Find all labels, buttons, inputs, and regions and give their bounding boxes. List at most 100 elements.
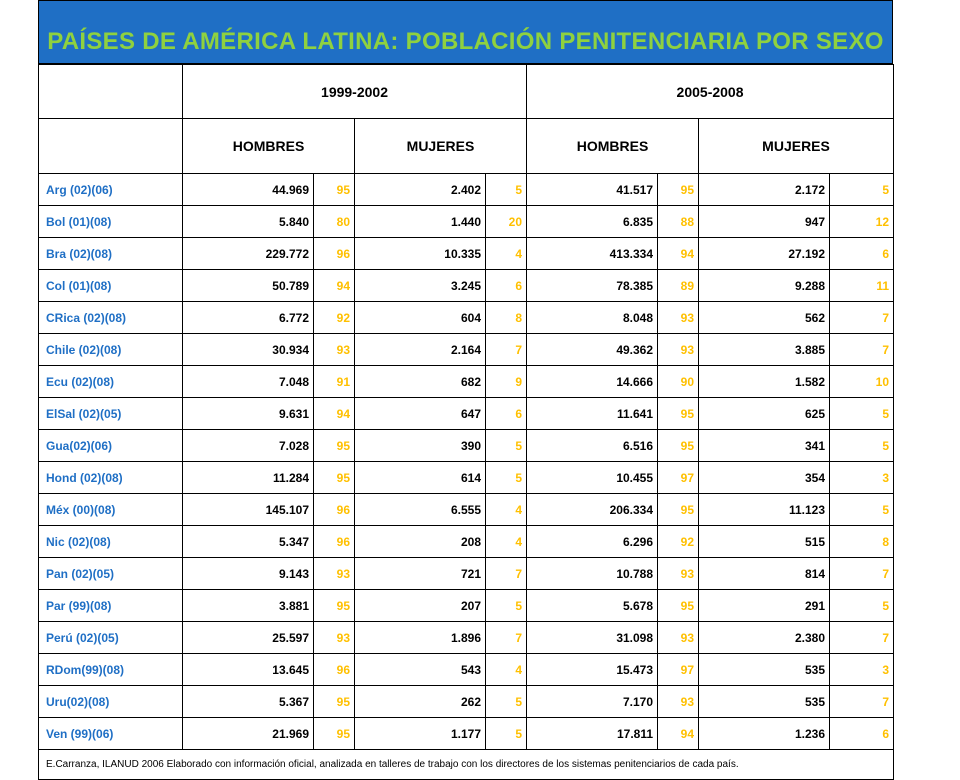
- women-count-cell: 1.236: [698, 717, 831, 750]
- women-count-cell: 1.177: [354, 717, 486, 750]
- men-percent-cell: 93: [657, 301, 700, 334]
- country-cell: Ecu (02)(08): [38, 365, 183, 398]
- table-row: Ecu (02)(08) 7.048 91 682 9 14.666 90 1.582 10: [38, 365, 895, 398]
- men-percent-cell: 93: [313, 557, 355, 590]
- women-count-cell: 515: [698, 525, 831, 558]
- men-count-cell: 44.969: [182, 173, 314, 206]
- table-row: Pan (02)(05) 9.143 93 721 7 10.788 93 814 7: [38, 557, 895, 590]
- men-percent-cell: 97: [657, 461, 700, 494]
- women-count-cell: 207: [354, 589, 486, 622]
- sex-header: HOMBRES: [526, 118, 700, 174]
- women-percent-cell: 4: [484, 525, 528, 558]
- men-count-cell: 25.597: [182, 621, 314, 654]
- men-percent-cell: 91: [313, 365, 355, 398]
- men-count-cell: 5.678: [526, 589, 659, 622]
- men-percent-cell: 94: [657, 237, 700, 270]
- men-percent-cell: 95: [313, 685, 355, 718]
- sex-header-row: HOMBRES MUJERES HOMBRES MUJERES: [38, 118, 895, 174]
- table-row: Arg (02)(06) 44.969 95 2.402 5 41.517 95 2.172 5: [38, 173, 895, 206]
- women-count-cell: 291: [698, 589, 831, 622]
- men-percent-cell: 95: [313, 461, 355, 494]
- women-count-cell: 535: [698, 685, 831, 718]
- women-percent-cell: 5: [484, 717, 528, 750]
- women-percent-cell: 5: [829, 429, 895, 462]
- men-percent-cell: 95: [657, 173, 700, 206]
- women-count-cell: 682: [354, 365, 486, 398]
- women-count-cell: 543: [354, 653, 486, 686]
- men-percent-cell: 93: [657, 685, 700, 718]
- men-percent-cell: 93: [313, 333, 355, 366]
- men-percent-cell: 94: [313, 269, 355, 302]
- women-count-cell: 3.885: [698, 333, 831, 366]
- period-header-row: 1999-2002 2005-2008: [38, 64, 895, 119]
- women-percent-cell: 6: [829, 237, 895, 270]
- men-percent-cell: 96: [313, 525, 355, 558]
- men-percent-cell: 93: [313, 621, 355, 654]
- women-count-cell: 814: [698, 557, 831, 590]
- table-row: Uru(02)(08) 5.367 95 262 5 7.170 93 535 7: [38, 685, 895, 718]
- women-percent-cell: 7: [829, 621, 895, 654]
- men-percent-cell: 80: [313, 205, 355, 238]
- men-count-cell: 7.028: [182, 429, 314, 462]
- men-count-cell: 229.772: [182, 237, 314, 270]
- women-percent-cell: 7: [829, 301, 895, 334]
- women-count-cell: 562: [698, 301, 831, 334]
- women-count-cell: 1.582: [698, 365, 831, 398]
- men-count-cell: 6.835: [526, 205, 659, 238]
- men-count-cell: 5.347: [182, 525, 314, 558]
- women-count-cell: 11.123: [698, 493, 831, 526]
- men-count-cell: 31.098: [526, 621, 659, 654]
- men-count-cell: 50.789: [182, 269, 314, 302]
- men-count-cell: 13.645: [182, 653, 314, 686]
- men-count-cell: 6.516: [526, 429, 659, 462]
- data-table: 1999-2002 2005-2008 HOMBRES MUJERES HOMB…: [37, 64, 895, 780]
- country-cell: Ven (99)(06): [38, 717, 183, 750]
- table-row: Gua(02)(06) 7.028 95 390 5 6.516 95 341 5: [38, 429, 895, 462]
- women-count-cell: 208: [354, 525, 486, 558]
- women-percent-cell: 5: [829, 173, 895, 206]
- men-percent-cell: 96: [313, 653, 355, 686]
- women-count-cell: 2.402: [354, 173, 486, 206]
- men-percent-cell: 95: [313, 173, 355, 206]
- women-count-cell: 3.245: [354, 269, 486, 302]
- men-percent-cell: 95: [657, 397, 700, 430]
- women-count-cell: 354: [698, 461, 831, 494]
- country-cell: Bra (02)(08): [38, 237, 183, 270]
- men-count-cell: 49.362: [526, 333, 659, 366]
- country-cell: Col (01)(08): [38, 269, 183, 302]
- women-count-cell: 535: [698, 653, 831, 686]
- table-row: Ven (99)(06) 21.969 95 1.177 5 17.811 94 1.236 6: [38, 717, 895, 750]
- women-percent-cell: 5: [484, 461, 528, 494]
- country-cell: Pan (02)(05): [38, 557, 183, 590]
- men-count-cell: 7.048: [182, 365, 314, 398]
- country-cell: Hond (02)(08): [38, 461, 183, 494]
- women-count-cell: 647: [354, 397, 486, 430]
- women-percent-cell: 6: [484, 269, 528, 302]
- women-count-cell: 2.380: [698, 621, 831, 654]
- source-footnote: E.Carranza, ILANUD 2006 Elaborado con in…: [37, 749, 895, 780]
- men-count-cell: 10.788: [526, 557, 659, 590]
- women-percent-cell: 7: [484, 333, 528, 366]
- women-percent-cell: 6: [484, 397, 528, 430]
- women-count-cell: 6.555: [354, 493, 486, 526]
- men-percent-cell: 95: [657, 429, 700, 462]
- women-percent-cell: 8: [484, 301, 528, 334]
- women-percent-cell: 7: [484, 557, 528, 590]
- men-percent-cell: 92: [657, 525, 700, 558]
- country-cell: Méx (00)(08): [38, 493, 183, 526]
- women-count-cell: 341: [698, 429, 831, 462]
- women-percent-cell: 7: [829, 557, 895, 590]
- country-cell: Perú (02)(05): [38, 621, 183, 654]
- men-percent-cell: 96: [313, 493, 355, 526]
- men-count-cell: 78.385: [526, 269, 659, 302]
- country-cell: Gua(02)(06): [38, 429, 183, 462]
- men-percent-cell: 95: [313, 589, 355, 622]
- period-header: 1999-2002: [181, 64, 528, 119]
- country-cell: Uru(02)(08): [38, 685, 183, 718]
- women-percent-cell: 12: [829, 205, 895, 238]
- table-row: CRica (02)(08) 6.772 92 604 8 8.048 93 562 7: [38, 301, 895, 334]
- sex-header: MUJERES: [698, 118, 895, 174]
- men-count-cell: 41.517: [526, 173, 659, 206]
- country-cell: RDom(99)(08): [38, 653, 183, 686]
- women-count-cell: 1.440: [354, 205, 486, 238]
